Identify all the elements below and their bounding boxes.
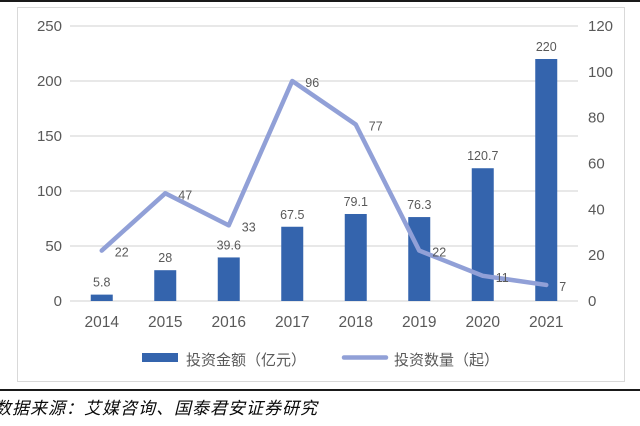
line-value-label: 77 xyxy=(369,120,383,134)
bar xyxy=(535,59,558,301)
left-axis-tick-label: 50 xyxy=(45,238,62,255)
bar-value-label: 5.8 xyxy=(93,276,110,290)
source-note: 数据来源：艾媒咨询、国泰君安证券研究 xyxy=(0,399,318,418)
trend-line xyxy=(99,78,549,288)
chart-area: 0 50 100 150 200 250 0 20 40 60 80 100 120 2014 2015 20… xyxy=(17,7,625,382)
line-value-label: 33 xyxy=(242,220,256,234)
legend-bar-swatch xyxy=(142,353,178,362)
bar xyxy=(90,294,113,301)
x-axis-tick-label: 2019 xyxy=(402,314,436,331)
bottom-divider-rule xyxy=(0,389,640,391)
right-axis-tick-label: 100 xyxy=(588,64,613,81)
line-value-label: 22 xyxy=(115,246,129,260)
right-axis-tick-label: 0 xyxy=(588,293,596,310)
left-axis-tick-label: 0 xyxy=(54,293,62,310)
line-value-label: 11 xyxy=(496,271,509,285)
bar xyxy=(408,217,431,301)
left-axis-tick-label: 100 xyxy=(37,183,62,200)
line-value-label: 96 xyxy=(305,76,319,90)
left-axis-tick-label: 250 xyxy=(37,18,62,35)
combo-chart: 0 50 100 150 200 250 0 20 40 60 80 100 120 2014 2015 20… xyxy=(37,18,613,369)
right-axis-tick-label: 20 xyxy=(588,247,605,264)
line-value-label: 47 xyxy=(178,188,192,202)
x-axis-tick-label: 2018 xyxy=(339,314,373,331)
bar-value-label: 120.7 xyxy=(467,149,498,163)
right-axis-tick-label: 120 xyxy=(588,18,613,35)
right-axis-tick-label: 80 xyxy=(588,110,605,127)
x-axis-tick-label: 2014 xyxy=(85,314,120,331)
line-value-label: 7 xyxy=(559,280,566,294)
right-axis-tick-label: 60 xyxy=(588,156,605,173)
x-axis-tick-label: 2016 xyxy=(212,314,246,331)
bar xyxy=(281,226,304,301)
bar xyxy=(344,213,367,301)
legend-label: 投资数量（起） xyxy=(394,352,499,369)
bar xyxy=(217,257,240,301)
right-axis-tick-label: 40 xyxy=(588,201,605,218)
bar-value-label: 28 xyxy=(158,251,172,265)
bar-value-label: 67.5 xyxy=(280,208,304,222)
x-axis-tick-label: 2015 xyxy=(148,314,182,331)
bar-value-label: 220 xyxy=(536,40,557,54)
bar xyxy=(471,168,494,301)
x-axis-tick-label: 2021 xyxy=(529,314,563,331)
bar-value-label: 39.6 xyxy=(217,238,241,252)
line-value-label: 22 xyxy=(432,246,446,260)
left-axis-tick-label: 200 xyxy=(37,73,62,90)
legend-label: 投资金额（亿元） xyxy=(186,352,306,369)
x-axis-tick-label: 2017 xyxy=(275,314,309,331)
top-divider-rule xyxy=(0,0,640,2)
bar-value-label: 79.1 xyxy=(344,195,368,209)
left-axis-tick-label: 150 xyxy=(37,128,62,145)
x-axis-tick-label: 2020 xyxy=(466,314,501,331)
bar xyxy=(154,270,177,301)
bar-value-label: 76.3 xyxy=(407,198,431,212)
